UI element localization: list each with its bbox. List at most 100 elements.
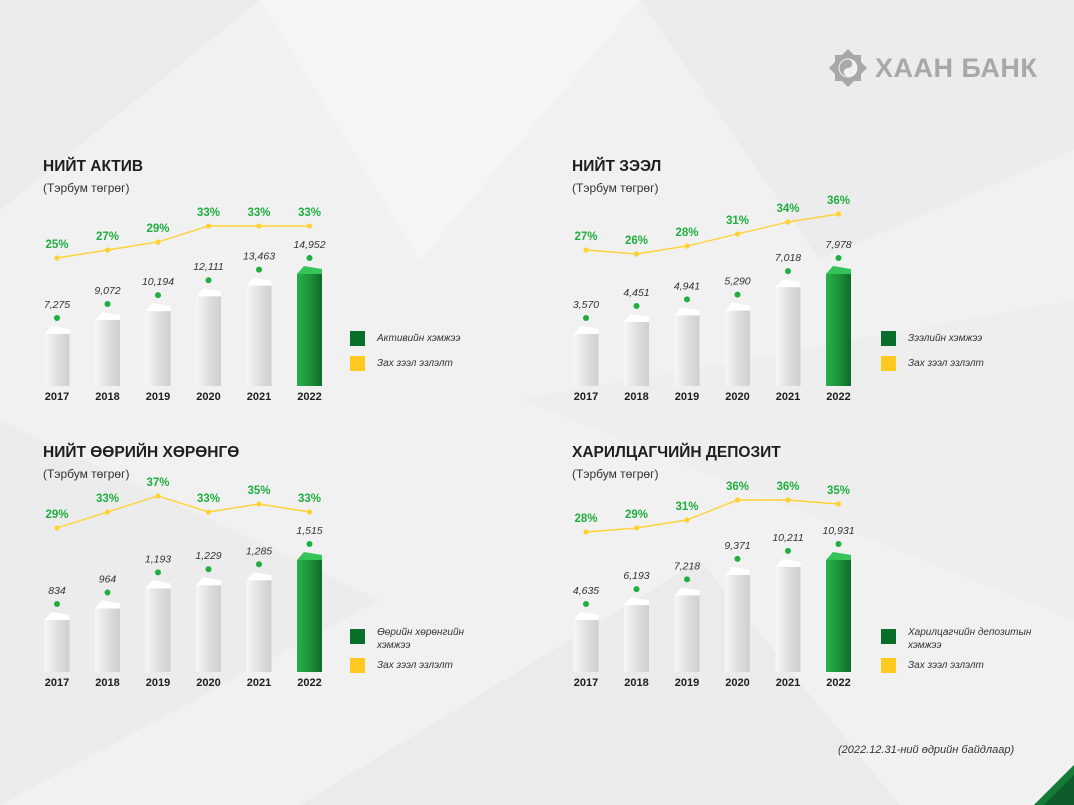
share-label: 33% <box>197 493 220 505</box>
bar-2017 <box>573 334 599 386</box>
bar-2022 <box>826 274 851 386</box>
share-marker <box>205 509 212 515</box>
legend-label-volume: Өөрийн хөрөнгийн хэмжээ <box>377 627 465 651</box>
chart-plot: 7,275 25% 2017 9,072 27% 2018 10,194 29% 2019 12,… <box>44 207 326 403</box>
legend-label-share: Зах зээл эзлэлт <box>377 358 453 369</box>
bar-top-2017 <box>44 612 70 620</box>
value-marker <box>205 277 212 284</box>
year-label: 2021 <box>247 391 271 403</box>
value-label: 10,211 <box>772 532 803 544</box>
value-marker <box>256 561 262 568</box>
bar-top-2018 <box>95 311 120 320</box>
value-marker <box>155 569 161 576</box>
value-marker <box>205 566 212 573</box>
market-share-line <box>56 495 310 529</box>
date-footnote: (2022.12.31-ний өдрийн байдлаар) <box>838 744 1015 756</box>
value-marker <box>104 589 111 596</box>
share-label: 33% <box>298 207 321 219</box>
bar-top-2021 <box>246 572 272 581</box>
bar-top-2020 <box>725 566 750 575</box>
bar-2017 <box>573 620 599 672</box>
value-marker <box>785 547 791 554</box>
legend-swatch-share <box>350 658 365 673</box>
year-label: 2019 <box>146 677 170 689</box>
year-label: 2020 <box>196 677 220 689</box>
bar-2020 <box>196 296 221 386</box>
bar-top-2022 <box>297 552 322 560</box>
bar-top-2020 <box>196 288 221 297</box>
year-label: 2017 <box>45 391 69 403</box>
legend-label-volume: Харилцагчийн депозитын хэмжээ <box>908 627 1032 651</box>
year-label: 2019 <box>675 391 699 403</box>
value-label: 5,290 <box>724 276 750 288</box>
market-share-line <box>585 499 839 533</box>
chart-subtitle: (Тэрбум төгрөг) <box>572 467 659 481</box>
bar-top-2018 <box>624 597 649 606</box>
chart-plot: 834 29% 2017 964 33% 2018 1,193 37% 2019 1,229 33%… <box>44 477 323 689</box>
value-marker <box>104 300 111 307</box>
value-marker <box>583 315 589 321</box>
value-marker <box>306 541 313 547</box>
value-label: 7,018 <box>775 252 801 264</box>
value-label: 14,952 <box>293 239 325 251</box>
share-marker <box>734 497 741 503</box>
chart-title: ХАРИЛЦАГЧИЙН ДЕПОЗИТ <box>572 444 781 461</box>
bar-top-2022 <box>297 266 322 274</box>
value-label: 9,371 <box>724 540 750 552</box>
brand-logo: ХААН БАНК <box>828 48 1037 88</box>
bar-top-2019 <box>674 307 700 316</box>
share-marker <box>306 509 313 515</box>
bar-2020 <box>725 574 750 672</box>
share-marker <box>684 517 690 523</box>
value-label: 6,193 <box>623 570 649 582</box>
legend-swatch-volume <box>350 331 365 346</box>
share-marker <box>835 211 842 217</box>
bar-top-2018 <box>95 600 120 609</box>
share-marker <box>583 247 589 253</box>
legend-swatch-volume <box>350 629 365 644</box>
value-marker <box>306 255 313 261</box>
legend-label-share: Зах зээл эзлэлт <box>908 358 984 369</box>
value-label: 1,193 <box>145 553 171 565</box>
year-label: 2017 <box>574 391 598 403</box>
legend-swatch-share <box>881 658 896 673</box>
value-label: 834 <box>48 585 66 597</box>
bar-2018 <box>624 605 649 672</box>
share-label: 29% <box>146 223 169 235</box>
bar-2022 <box>826 560 851 672</box>
bar-top-2021 <box>246 277 272 286</box>
value-marker <box>785 268 791 275</box>
year-label: 2021 <box>776 391 800 403</box>
value-marker <box>155 292 161 299</box>
year-label: 2022 <box>297 391 321 403</box>
panel-total-equity: НИЙТ ӨӨРИЙН ХӨРӨНГӨ (Тэрбум төгрөг) 834 2… <box>43 444 543 704</box>
share-marker <box>205 223 212 229</box>
share-label: 28% <box>675 227 698 239</box>
panel-customer-deposits: ХАРИЛЦАГЧИЙН ДЕПОЗИТ (Тэрбум төгрөг) 4,6… <box>572 444 1072 704</box>
value-marker <box>734 291 741 298</box>
value-marker <box>684 576 690 583</box>
khan-bank-emblem-icon <box>829 49 867 87</box>
value-marker <box>633 586 640 593</box>
value-label: 10,931 <box>822 525 854 537</box>
value-marker <box>835 541 842 547</box>
bar-2021 <box>775 287 801 386</box>
share-label: 35% <box>247 485 270 497</box>
year-label: 2017 <box>45 677 69 689</box>
bar-2022 <box>297 274 322 386</box>
value-marker <box>256 266 262 273</box>
share-marker <box>54 255 60 261</box>
value-marker <box>54 315 60 321</box>
year-label: 2018 <box>95 391 119 403</box>
value-label: 9,072 <box>94 285 120 297</box>
legend-label-volume: Активийн хэмжээ <box>377 333 461 344</box>
year-label: 2018 <box>624 677 648 689</box>
share-label: 37% <box>146 477 169 489</box>
bar-2021 <box>246 285 272 386</box>
share-label: 31% <box>726 215 749 227</box>
legend-label-share: Зах зээл эзлэлт <box>908 660 984 671</box>
year-label: 2022 <box>826 391 850 403</box>
bar-top-2019 <box>145 303 171 312</box>
share-label: 31% <box>675 501 698 513</box>
bar-2017 <box>44 334 70 386</box>
